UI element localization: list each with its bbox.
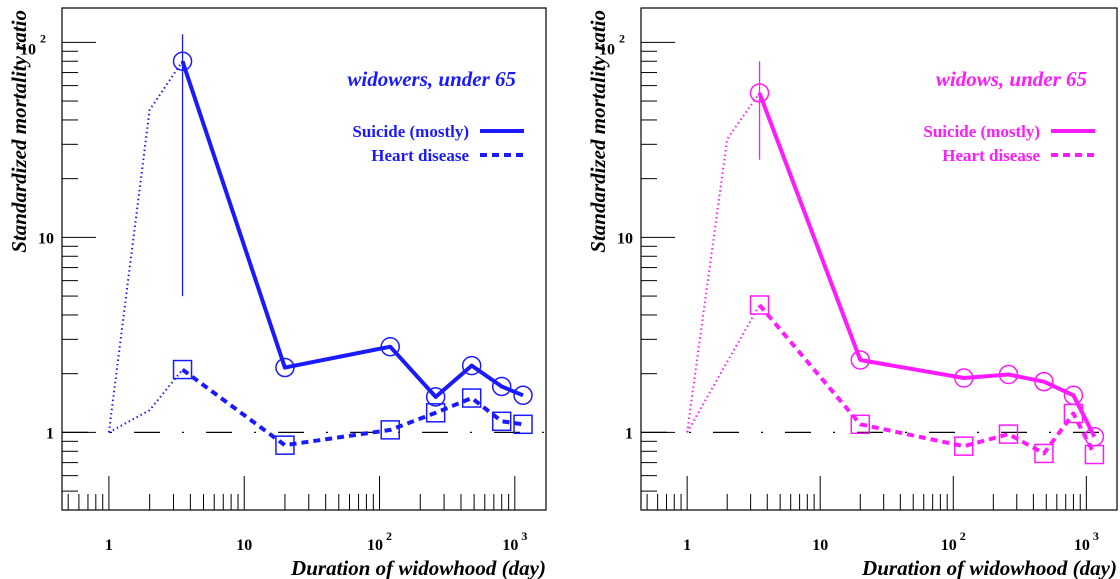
- data-point: [513, 414, 533, 435]
- x-tick-label: 103: [502, 529, 527, 554]
- series-lead-in: [686, 304, 761, 433]
- y-tick-label: 1: [625, 425, 633, 442]
- data-point: [425, 387, 446, 407]
- data-point: [172, 51, 193, 71]
- x-tick-label: 1: [105, 537, 113, 554]
- data-point: [380, 420, 400, 440]
- x-tick-label: 102: [941, 529, 966, 554]
- series-lead-in: [107, 60, 184, 433]
- series-line-1: [180, 60, 524, 399]
- series-line-2: [181, 367, 524, 448]
- data-point: [425, 403, 446, 423]
- series-lead-in: [108, 368, 184, 434]
- chart-title: widows, under 65: [936, 67, 1087, 91]
- series-line-1: [757, 92, 1097, 438]
- series-lead-in: [686, 92, 761, 433]
- y-tick-label: 10: [38, 230, 54, 247]
- y-axis-label: Standardized mortality ratio: [586, 10, 610, 253]
- legend-label: Heart disease: [942, 146, 1040, 165]
- x-tick-label: 10: [812, 537, 828, 554]
- data-point: [998, 364, 1019, 385]
- x-axis-label: Duration of widowhood (day): [861, 556, 1117, 579]
- legend-label: Suicide (mostly): [923, 122, 1040, 141]
- x-axis-label: Duration of widowhood (day): [290, 556, 546, 579]
- data-point: [1034, 371, 1054, 392]
- legend-label: Suicide (mostly): [352, 122, 469, 141]
- data-point: [1034, 443, 1054, 464]
- x-tick-label: 1: [683, 537, 691, 554]
- data-point: [998, 424, 1019, 444]
- data-point: [954, 368, 974, 388]
- data-point: [749, 83, 770, 103]
- data-point: [172, 359, 193, 380]
- legend-label: Heart disease: [371, 146, 469, 165]
- data-point: [954, 436, 974, 456]
- x-tick-label: 102: [367, 529, 392, 554]
- data-point: [749, 295, 770, 315]
- chart-title: widowers, under 65: [347, 67, 516, 91]
- data-point: [850, 350, 871, 370]
- data-point: [461, 355, 482, 376]
- data-point: [1084, 426, 1105, 447]
- plot-frame: [61, 7, 547, 511]
- data-point: [275, 435, 295, 455]
- data-point: [513, 385, 533, 406]
- data-point: [461, 388, 482, 408]
- y-tick-label: 1: [46, 425, 54, 442]
- data-point: [380, 336, 400, 357]
- y-tick-label: 10: [617, 230, 633, 247]
- x-tick-label: 10: [236, 537, 252, 554]
- data-point: [850, 414, 871, 435]
- data-point: [1063, 403, 1084, 424]
- y-axis-label: Standardized mortality ratio: [7, 10, 31, 253]
- data-point: [491, 376, 512, 397]
- x-tick-label: 103: [1074, 529, 1099, 554]
- data-point: [1084, 444, 1105, 465]
- series-line-2: [757, 303, 1097, 456]
- data-point: [275, 357, 295, 378]
- data-point: [491, 411, 512, 432]
- plot-frame: [640, 7, 1118, 511]
